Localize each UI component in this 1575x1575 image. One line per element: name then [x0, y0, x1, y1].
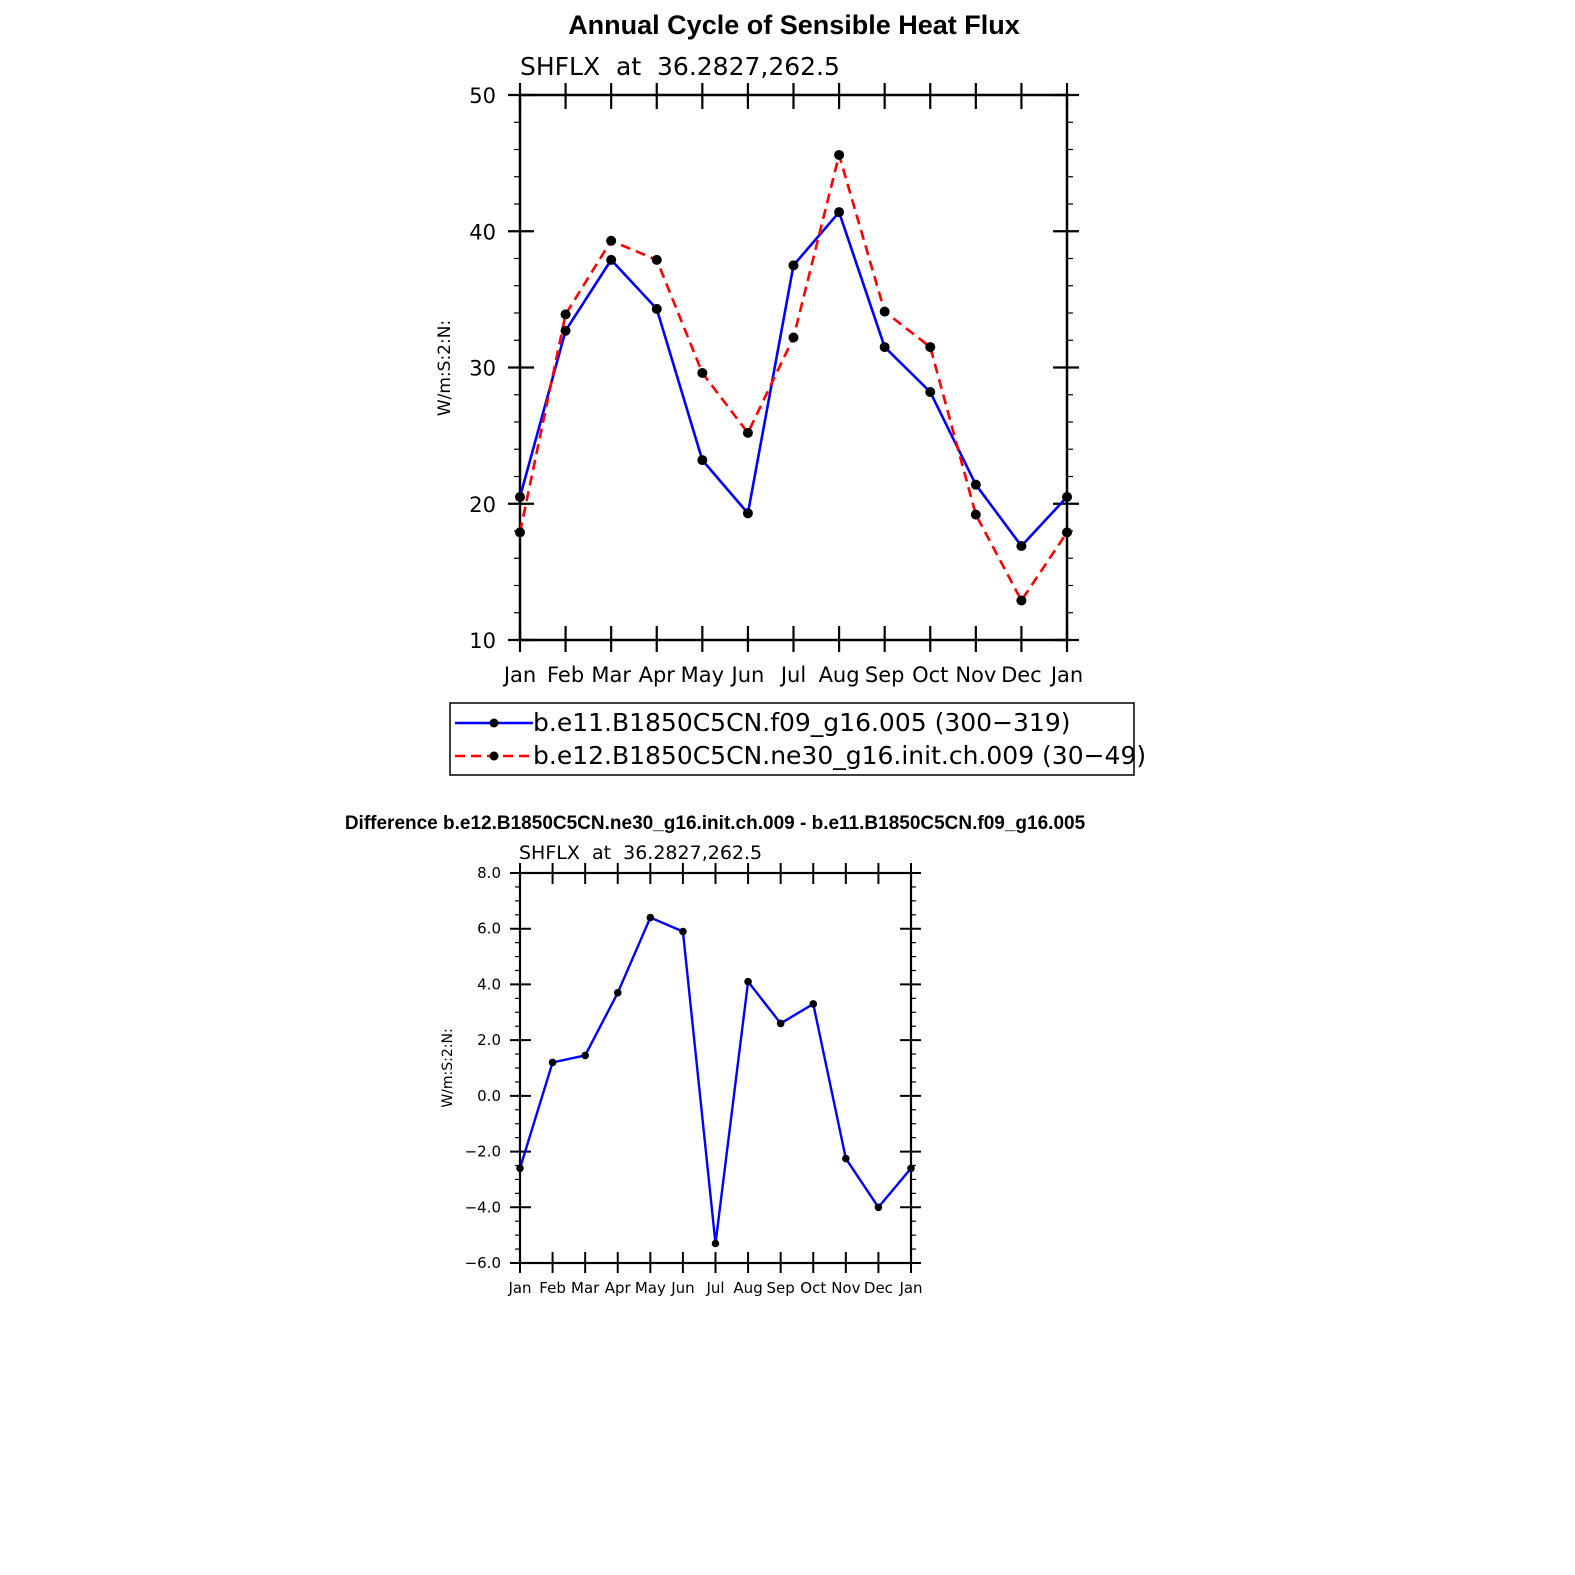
y-tick-label: −6.0 — [465, 1254, 501, 1272]
series-2-point-jul — [788, 332, 799, 343]
series-1-point-feb — [560, 325, 571, 336]
series-1-point-may — [646, 913, 655, 922]
difference-y-axis-label: W/m:S:2:N: — [440, 1028, 456, 1107]
series-1-point-mar — [606, 254, 617, 265]
x-tick-label: Apr — [605, 1279, 632, 1297]
series-2-point-sep — [879, 306, 890, 317]
x-tick-label: Jan — [1049, 663, 1083, 687]
y-tick-label: 50 — [469, 84, 496, 108]
series-1-point-jan — [516, 1164, 524, 1173]
x-tick-label: Feb — [539, 1279, 566, 1297]
y-tick-label: 40 — [469, 220, 496, 244]
x-tick-label: Dec — [1001, 663, 1042, 687]
difference-chart-title: Difference b.e12.B1850C5CN.ne30_g16.init… — [345, 813, 1086, 834]
x-tick-label: Jun — [670, 1279, 694, 1297]
legend-marker-series-2 — [489, 751, 499, 761]
y-tick-label: 2.0 — [477, 1031, 501, 1049]
series-1-point-jan — [515, 491, 525, 502]
plot-frame — [518, 93, 1069, 642]
series-1-point-jul — [788, 260, 799, 271]
y-tick-label: −2.0 — [465, 1143, 501, 1161]
legend-label-series-1: b.e11.B1850C5CN.f09_g16.005 (300−319) — [533, 708, 1071, 737]
chart-subtitle: SHFLX at 36.2827,262.5 — [520, 52, 840, 81]
series-2-point-aug — [834, 149, 845, 160]
series-2-point-dec — [1016, 595, 1027, 606]
series-1-point-aug — [834, 207, 845, 218]
x-tick-label: Jul — [779, 663, 806, 687]
y-tick-label: 10 — [469, 629, 496, 653]
series-2-point-jan — [1062, 527, 1072, 538]
x-tick-label: May — [635, 1279, 666, 1297]
y-tick-label: 30 — [469, 357, 496, 381]
series-1-point-jun — [679, 927, 687, 936]
y-tick-label: −4.0 — [465, 1198, 501, 1216]
x-tick-label: Aug — [819, 663, 860, 687]
series-1-point-apr — [613, 988, 622, 997]
x-tick-label: Oct — [912, 663, 948, 687]
y-tick-label: 0.0 — [477, 1087, 501, 1105]
legend-box — [449, 702, 1135, 776]
series-1-point-sep — [776, 1019, 785, 1028]
series-1-point-jan — [907, 1164, 915, 1173]
x-tick-label: Nov — [955, 663, 996, 687]
annual-cycle-plot: 10 20 30 40 50 Jan Feb Mar Apr May Jun Jul Aug Sep Oct… — [469, 83, 1083, 687]
x-tick-label: Sep — [767, 1279, 795, 1297]
x-tick-label: Mar — [571, 1279, 600, 1297]
x-tick-label: Apr — [639, 663, 676, 687]
series-1-point-nov — [970, 479, 981, 490]
x-tick-label: Jan — [898, 1279, 922, 1297]
series-1-point-dec — [1016, 540, 1027, 551]
series-2-point-jan — [515, 527, 525, 538]
y-tick-label: 20 — [469, 493, 496, 517]
series-1-point-mar — [581, 1051, 589, 1060]
y-tick-label: 8.0 — [477, 864, 501, 882]
x-tick-label: Jun — [730, 663, 765, 687]
legend-marker-series-1 — [489, 718, 499, 728]
series-2-point-oct — [925, 342, 936, 353]
legend-label-series-2: b.e12.B1850C5CN.ne30_g16.init.ch.009 (30… — [533, 741, 1146, 770]
series-line-1 — [518, 916, 912, 1245]
difference-plot: −6.0 −4.0 −2.0 0.0 2.0 4.0 6.0 8.0 Jan Feb Mar Apr M… — [465, 863, 923, 1297]
y-tick-label: 6.0 — [477, 920, 501, 938]
x-tick-label: Jul — [705, 1279, 724, 1297]
series-1-point-oct — [809, 1000, 818, 1008]
series-2-point-may — [697, 367, 708, 378]
legend: b.e11.B1850C5CN.f09_g16.005 (300−319) b.… — [449, 702, 1146, 776]
y-tick-label: 4.0 — [477, 975, 501, 993]
series-1-point-apr — [651, 303, 662, 314]
series-1-point-jul — [711, 1239, 720, 1248]
series-line-2 — [518, 153, 1069, 602]
series-1-point-nov — [842, 1154, 850, 1163]
series-1-point-sep — [879, 342, 890, 353]
series-1-point-may — [697, 455, 708, 466]
x-tick-label: Aug — [733, 1279, 762, 1297]
series-1-point-jun — [742, 508, 753, 519]
series-1-point-dec — [874, 1203, 883, 1212]
x-tick-label: Nov — [831, 1279, 860, 1297]
x-tick-label: Jan — [502, 663, 536, 687]
plot-frame — [518, 871, 913, 1265]
chart-title: Annual Cycle of Sensible Heat Flux — [568, 10, 1020, 40]
difference-chart-subtitle: SHFLX at 36.2827,262.5 — [519, 842, 762, 864]
series-1-point-jan — [1062, 491, 1072, 502]
x-tick-label: Feb — [547, 663, 584, 687]
x-tick-label: Dec — [864, 1279, 893, 1297]
x-tick-label: Oct — [800, 1279, 826, 1297]
series-1-point-feb — [548, 1058, 557, 1067]
series-2-point-nov — [970, 509, 981, 520]
x-tick-label: Sep — [865, 663, 905, 687]
x-tick-label: Mar — [591, 663, 631, 687]
y-axis-label: W/m:S:2:N: — [435, 320, 455, 416]
x-tick-label: May — [681, 663, 724, 687]
series-1-point-oct — [925, 387, 936, 398]
x-tick-label: Jan — [507, 1279, 531, 1297]
series-1-point-aug — [744, 977, 752, 986]
series-2-point-mar — [606, 235, 617, 246]
series-2-point-feb — [560, 309, 571, 320]
series-2-point-jun — [742, 427, 753, 438]
series-2-point-apr — [651, 254, 662, 265]
